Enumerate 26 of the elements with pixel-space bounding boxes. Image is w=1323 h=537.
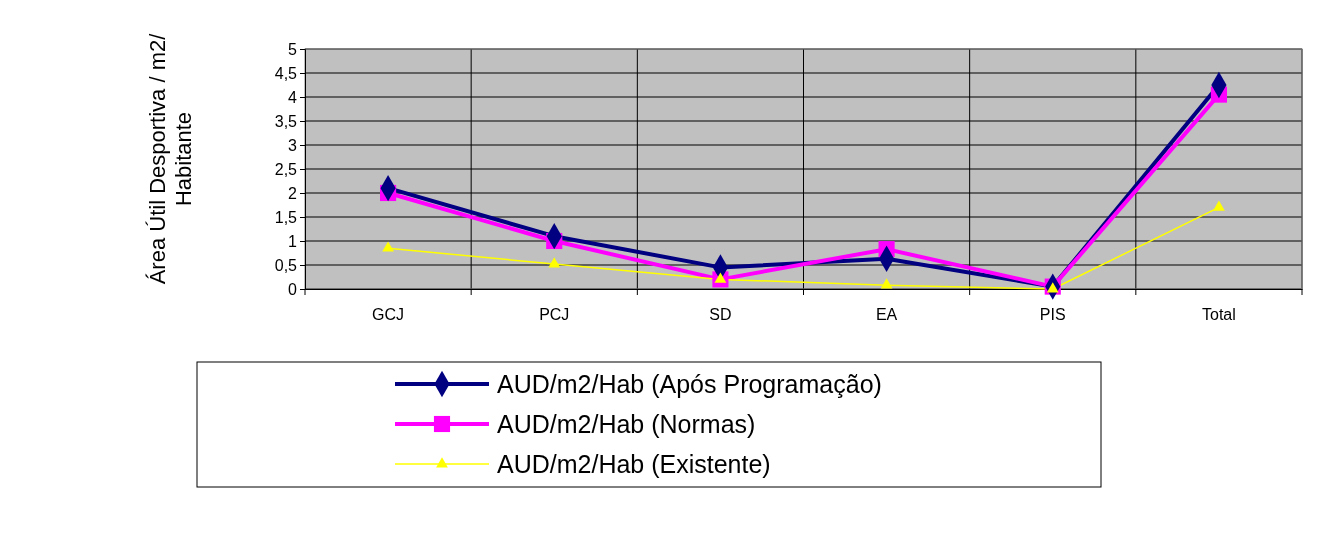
x-tick-label: Total [1202, 306, 1236, 324]
y-tick-label: 1,5 [274, 208, 298, 226]
point [382, 241, 394, 252]
y-tick-label: 1 [288, 232, 298, 250]
x-tick-label: PIS [1039, 306, 1066, 324]
x-tick-label: SD [709, 306, 732, 324]
y-axis-title: Área Útil Desportiva / m2/ Habitante [145, 32, 196, 285]
y-tick-label: 4,5 [274, 64, 298, 82]
point [548, 257, 561, 268]
legend-label: AUD/m2/Hab (Normas) [497, 410, 756, 438]
y-tick-label: 5 [288, 40, 298, 58]
y-tick-label: 2 [288, 184, 298, 202]
y-tick-label: 3 [288, 136, 298, 154]
y-tick-label: 0 [288, 280, 298, 298]
y-tick-label: 3,5 [274, 112, 298, 130]
point [714, 272, 727, 283]
x-tick-label: GCJ [372, 306, 405, 324]
x-tick-label: EA [875, 306, 898, 324]
legend-label: AUD/m2/Hab (Após Programação) [497, 370, 882, 398]
legend-label: AUD/m2/Hab (Existente) [497, 450, 771, 478]
x-tick-label: PCJ [539, 306, 570, 324]
y-tick-label: 4 [288, 88, 298, 106]
y-tick-label: 2,5 [274, 160, 298, 178]
point [880, 278, 893, 289]
point [1213, 200, 1225, 211]
y-tick-label: 0,5 [274, 256, 298, 274]
